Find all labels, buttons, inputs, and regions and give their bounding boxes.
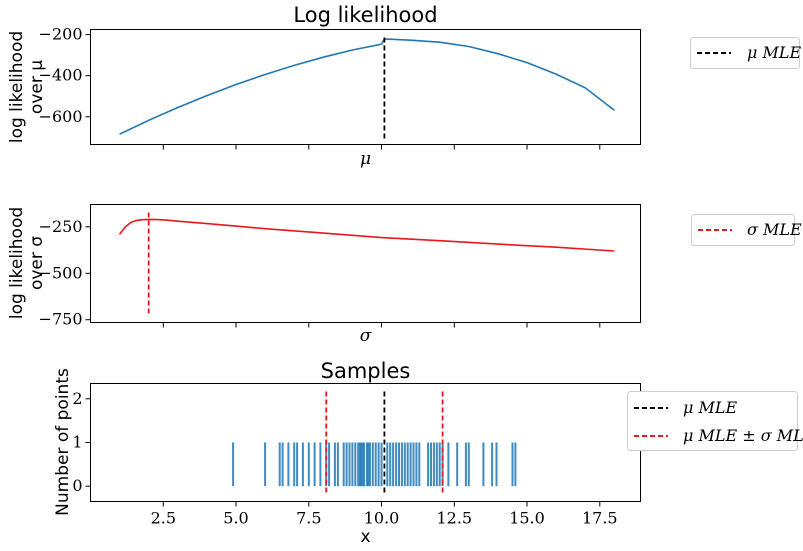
legend-box (690, 37, 800, 69)
y-tick-label: −400 (39, 66, 83, 85)
legend: μ MLE (690, 37, 801, 69)
y-tick-label: −500 (39, 263, 83, 282)
y-axis-label-line1: log likelihood (7, 207, 27, 319)
x-axis-label: x (360, 527, 370, 547)
y-tick-label: −250 (39, 217, 83, 236)
y-axis-label-line2: over σ (27, 236, 47, 290)
x-axis-label: μ (360, 149, 371, 169)
y-tick-label: −750 (39, 310, 83, 329)
legend-box (691, 214, 795, 246)
legend-label-mu-pm-sigma: μ MLE ± σ MLE (683, 426, 803, 445)
series-line-0 (119, 38, 615, 135)
plot-frame (90, 383, 641, 502)
legend-box (627, 391, 798, 451)
x-tick-label: 15.0 (509, 509, 545, 528)
y-axis-label: Number of points (53, 368, 73, 516)
x-tick-label: 2.5 (151, 509, 176, 528)
x-tick-label: 17.5 (582, 509, 618, 528)
panel-title: Log likelihood (293, 3, 437, 27)
y-tick-label: 1 (72, 433, 82, 452)
legend-label-mu-mle: μ MLE (683, 398, 737, 417)
y-tick-label: 2 (72, 389, 82, 408)
legend: μ MLE μ MLE ± σ MLE (627, 391, 803, 451)
y-tick-label: 0 (72, 476, 82, 495)
plot-frame (90, 29, 641, 145)
y-tick-label: −200 (39, 25, 83, 44)
x-tick-label: 7.5 (296, 509, 321, 528)
y-axis-label-line1: log likelihood (7, 31, 27, 143)
y-axis-label-line2: over μ (27, 60, 47, 114)
legend: σ MLE (691, 214, 802, 246)
y-tick-label: −600 (39, 107, 83, 126)
legend-label-sigma-mle: σ MLE (747, 220, 802, 239)
x-axis-label: σ (360, 326, 372, 346)
log-likelihood-sigma-panel: −250 −500 −750 σ log likelihood over σ σ M… (7, 204, 802, 346)
x-tick-label: 5.0 (223, 509, 248, 528)
samples-panel: Samples 0 1 2 2.5 5.0 7.5 10.0 12.5 15.0 17.5 x N… (53, 359, 803, 547)
series-line-0 (118, 218, 615, 252)
panel-title: Samples (321, 359, 411, 383)
plot-frame (90, 204, 641, 323)
legend-label-mu-mle: μ MLE (747, 43, 801, 62)
x-tick-label: 10.0 (364, 509, 400, 528)
log-likelihood-mu-panel: Log likelihood −200 −400 −600 μ log likeli… (7, 3, 801, 169)
x-tick-label: 12.5 (436, 509, 472, 528)
